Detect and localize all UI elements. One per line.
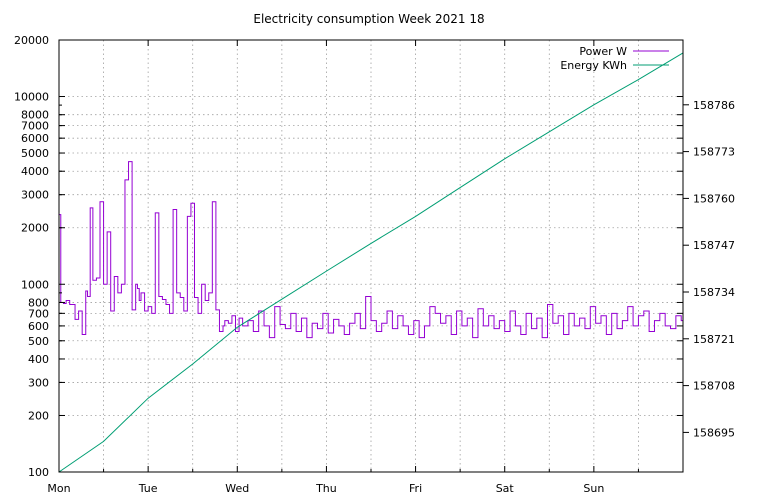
x-tick-label: Sun [583, 482, 604, 495]
y-tick-label: 2000 [21, 222, 49, 235]
y-tick-label: 1000 [21, 278, 49, 291]
x-tick-label: Sat [496, 482, 515, 495]
y-tick-label: 600 [28, 320, 49, 333]
y-tick-label: 700 [28, 307, 49, 320]
legend-label-energy-kwh: Energy KWh [560, 59, 627, 72]
y-tick-label: 800 [28, 296, 49, 309]
y-tick-label: 200 [28, 409, 49, 422]
x-tick-label: Thu [315, 482, 337, 495]
y2-tick-label: 158773 [693, 146, 735, 159]
y2-tick-label: 158760 [693, 192, 735, 205]
grid-layer [59, 40, 683, 472]
y2-tick-label: 158721 [693, 333, 735, 346]
x-axis: Mon Tue Wed Thu Fri Sat Sun [47, 40, 639, 495]
y-axis-right: 158695 158708 158721 158734 158747 158760 1587… [683, 99, 735, 439]
series-power-w [59, 161, 684, 339]
y2-tick-label: 158734 [693, 286, 735, 299]
y-tick-label: 10000 [14, 91, 49, 104]
y-tick-label: 7000 [21, 120, 49, 133]
y2-tick-label: 158786 [693, 99, 735, 112]
y-tick-label: 5000 [21, 147, 49, 160]
y-tick-label: 400 [28, 353, 49, 366]
legend-label-power-w: Power W [579, 45, 627, 58]
x-tick-label: Fri [409, 482, 422, 495]
chart-title: Electricity consumption Week 2021 18 [253, 12, 484, 26]
y-tick-label: 8000 [21, 109, 49, 122]
y-tick-label: 20000 [14, 34, 49, 47]
y2-tick-label: 158708 [693, 380, 735, 393]
x-tick-label: Wed [225, 482, 249, 495]
y-tick-label: 4000 [21, 165, 49, 178]
series-energy-kwh [58, 52, 684, 473]
y-tick-label: 100 [28, 466, 49, 479]
x-tick-label: Mon [47, 482, 70, 495]
y-tick-label: 500 [28, 335, 49, 348]
series-layer [58, 52, 684, 473]
y-tick-label: 3000 [21, 189, 49, 202]
y-tick-label: 6000 [21, 132, 49, 145]
y-tick-label: 300 [28, 376, 49, 389]
y2-tick-label: 158747 [693, 239, 735, 252]
y2-tick-label: 158695 [693, 426, 735, 439]
x-tick-label: Tue [138, 482, 158, 495]
